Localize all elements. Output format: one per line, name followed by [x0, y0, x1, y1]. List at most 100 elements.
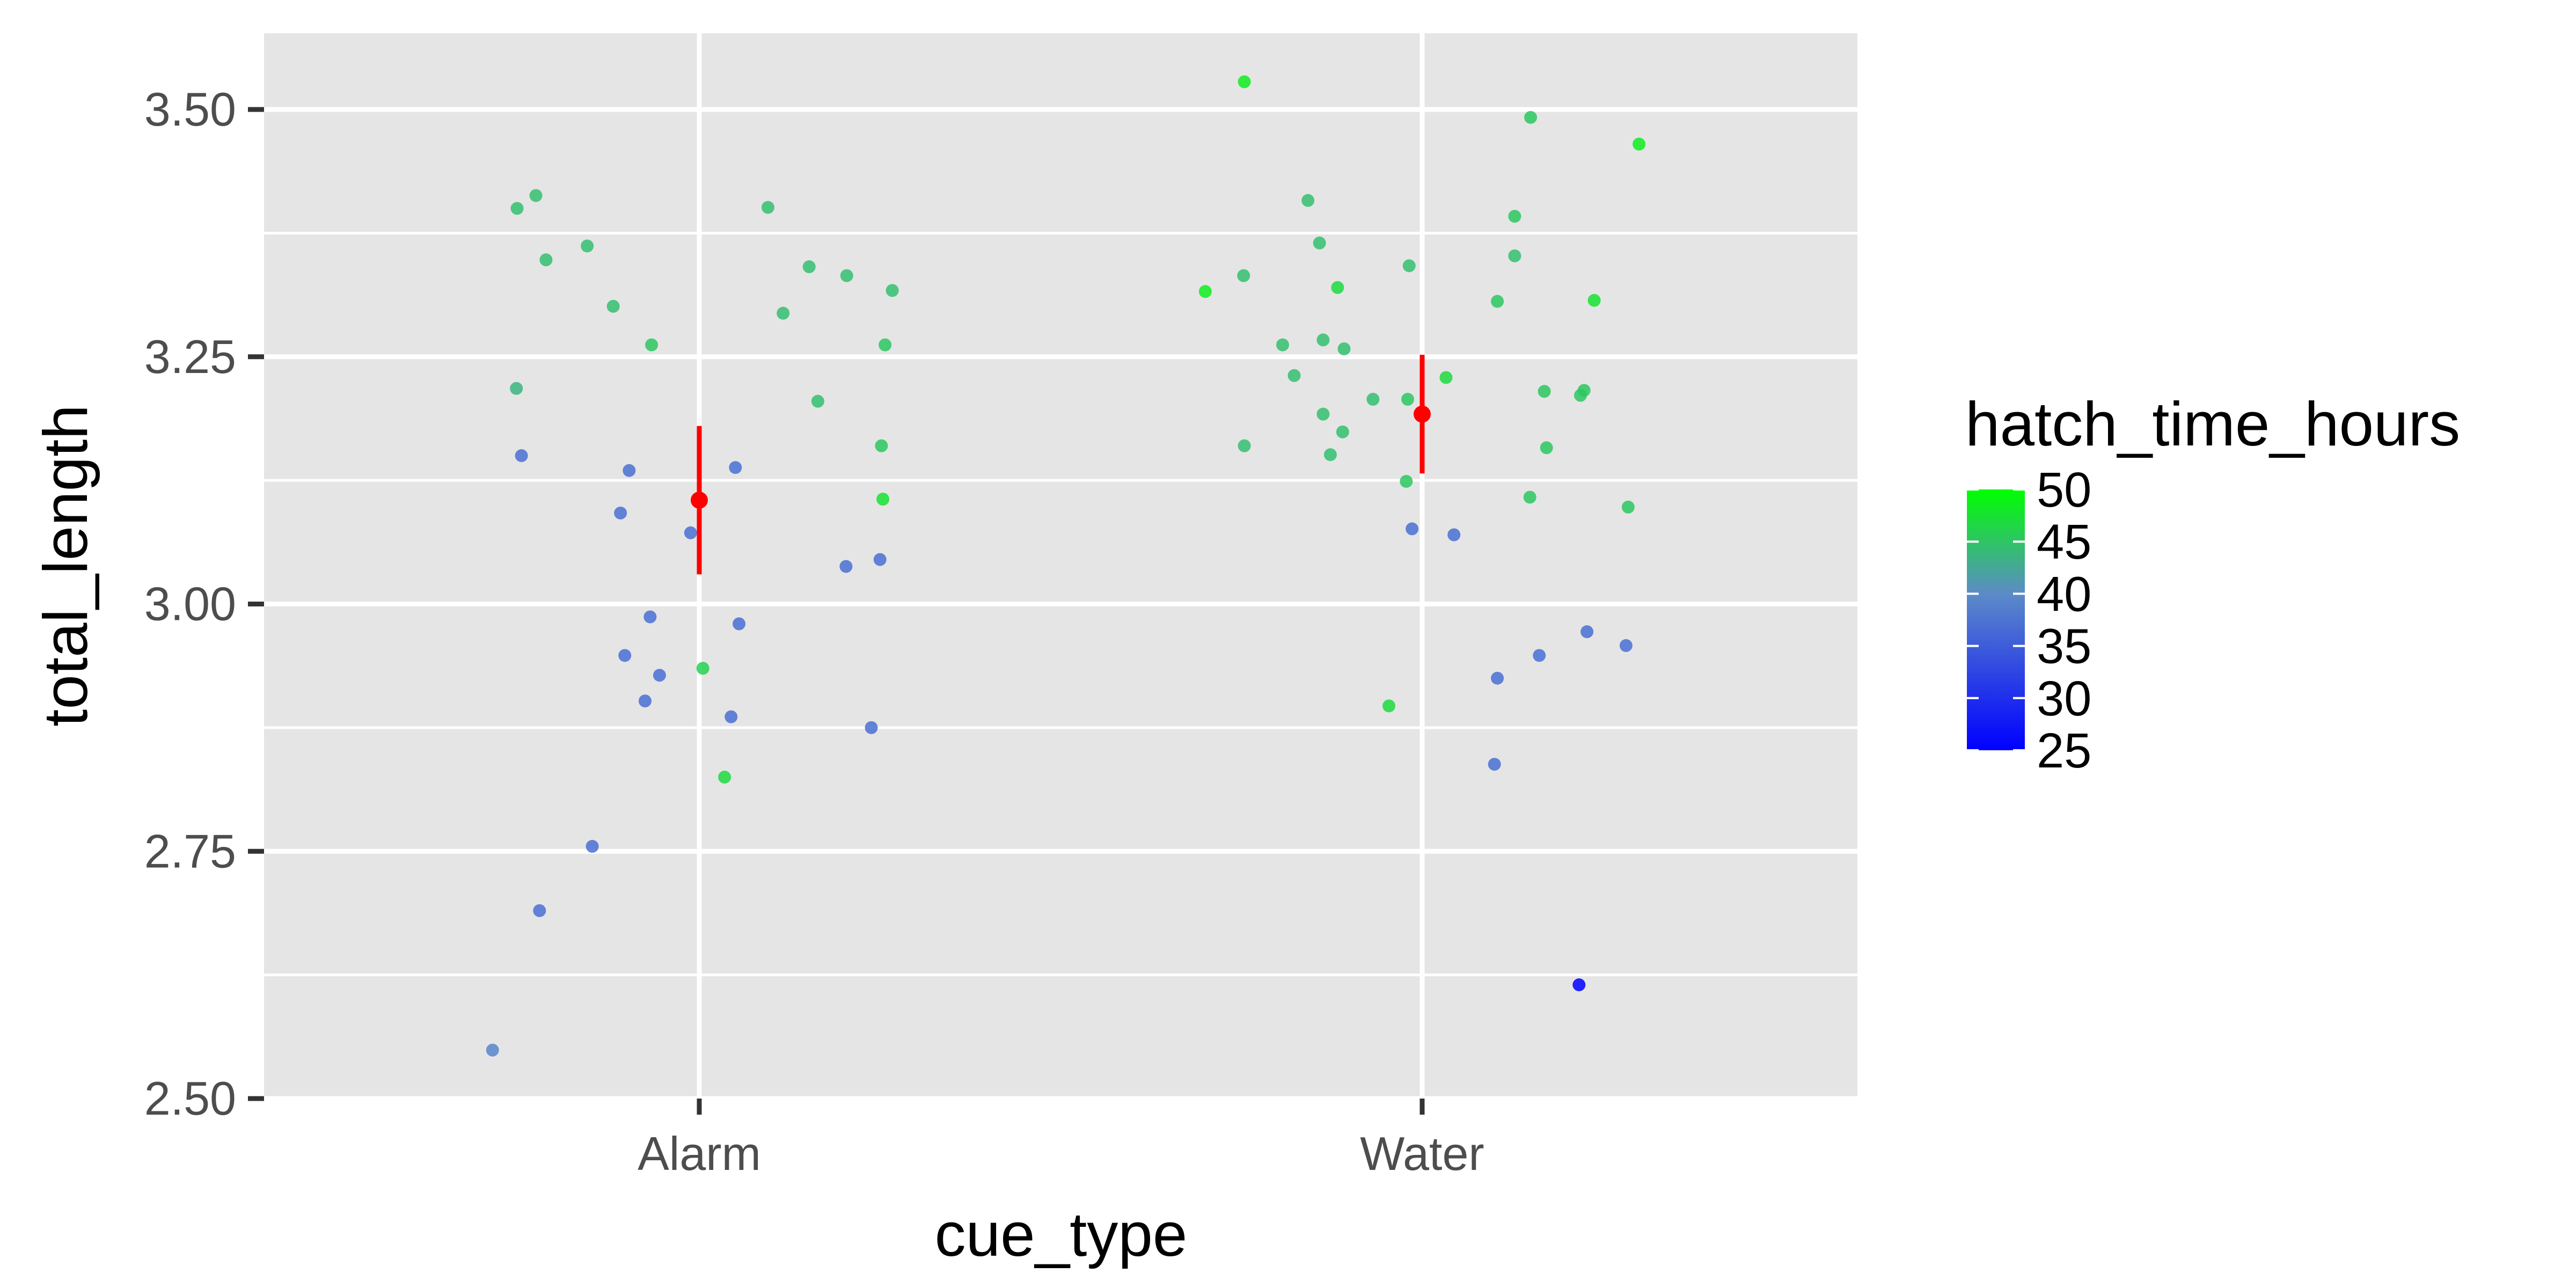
data-point [1523, 491, 1536, 504]
y-axis: 2.50 2.75 3.00 3.25 3.50 [144, 83, 264, 1125]
data-point [586, 840, 599, 853]
data-point [1540, 441, 1553, 455]
grid [264, 33, 1857, 1101]
data-point [1580, 625, 1594, 639]
data-point [1316, 333, 1330, 347]
data-point [1577, 384, 1591, 397]
data-point [1301, 194, 1315, 207]
data-point [653, 669, 666, 682]
y-axis-title: total_length [31, 405, 100, 727]
legend-tick-label: 30 [2037, 671, 2091, 726]
data-point [1313, 236, 1326, 250]
data-point [876, 493, 890, 506]
data-point [1447, 528, 1461, 541]
data-point [515, 449, 528, 463]
data-point [1400, 474, 1413, 488]
legend-tick-label: 40 [2037, 567, 2091, 621]
data-point [529, 189, 543, 202]
data-point [811, 394, 824, 408]
data-point [1538, 385, 1551, 398]
data-point [1316, 407, 1330, 421]
data-point [1488, 758, 1501, 771]
data-point [1439, 371, 1453, 384]
legend-tick-label: 45 [2037, 515, 2091, 569]
data-point [777, 306, 790, 320]
data-point [1366, 392, 1380, 406]
data-point [510, 202, 524, 215]
data-point [539, 253, 553, 267]
data-point [802, 260, 816, 274]
data-point [581, 239, 594, 253]
data-point [1508, 249, 1521, 262]
data-point [696, 662, 709, 675]
data-point [1633, 137, 1646, 151]
data-point [840, 269, 853, 282]
data-point [879, 338, 892, 352]
y-tick-label: 3.50 [144, 83, 236, 136]
data-point [1238, 439, 1251, 452]
data-point [1402, 259, 1416, 273]
data-point [638, 694, 652, 708]
legend-tick-label: 35 [2037, 619, 2091, 674]
y-tick-label: 3.00 [144, 577, 236, 631]
data-point [1491, 671, 1504, 685]
data-point [1406, 522, 1419, 536]
data-point [614, 506, 627, 519]
legend-tick-label: 25 [2037, 723, 2091, 778]
data-point [618, 649, 632, 662]
data-point [873, 553, 887, 566]
data-point [885, 284, 899, 297]
data-point [684, 526, 697, 539]
data-points [486, 75, 1646, 1057]
legend-colorbar [1967, 489, 2025, 750]
data-point [533, 904, 546, 917]
mean-point-water [1414, 405, 1431, 423]
data-point [1331, 281, 1344, 294]
data-point [724, 710, 738, 723]
y-tick-label: 3.25 [144, 330, 236, 383]
legend-tick-label: 50 [2037, 463, 2091, 517]
data-point [643, 610, 657, 624]
data-point [718, 771, 731, 784]
legend-title: hatch_time_hours [1965, 389, 2460, 459]
data-point [761, 201, 774, 214]
data-point [1619, 639, 1633, 652]
data-point [1336, 425, 1349, 438]
data-point [1508, 210, 1521, 223]
data-point [1337, 342, 1351, 356]
data-point [1491, 295, 1504, 308]
data-point [1533, 649, 1546, 662]
data-point [1587, 294, 1601, 307]
x-tick-label: Water [1360, 1127, 1484, 1180]
data-point [839, 560, 853, 573]
data-point [1524, 111, 1538, 124]
data-point [510, 382, 523, 395]
data-point [1238, 75, 1251, 89]
data-point [1323, 448, 1337, 462]
summary-errorbars [691, 355, 1431, 575]
data-point [606, 299, 620, 313]
data-point [1287, 369, 1301, 382]
data-point [1198, 285, 1212, 298]
data-point [729, 461, 742, 474]
data-point [1621, 500, 1635, 514]
data-point [733, 617, 746, 631]
data-point [1572, 978, 1586, 992]
data-point [875, 439, 888, 452]
data-point [1237, 269, 1250, 282]
data-point [1382, 699, 1396, 713]
y-tick-label: 2.50 [144, 1072, 236, 1125]
x-axis-title: cue_type [935, 1199, 1188, 1269]
data-point [1401, 392, 1415, 406]
data-point [645, 338, 658, 352]
x-axis: Alarm Water [638, 1099, 1484, 1180]
data-point [1276, 338, 1290, 352]
data-point [623, 464, 636, 477]
data-point [865, 721, 878, 734]
plot-panel [264, 33, 1857, 1099]
x-tick-label: Alarm [638, 1127, 761, 1180]
mean-point-alarm [691, 491, 708, 509]
